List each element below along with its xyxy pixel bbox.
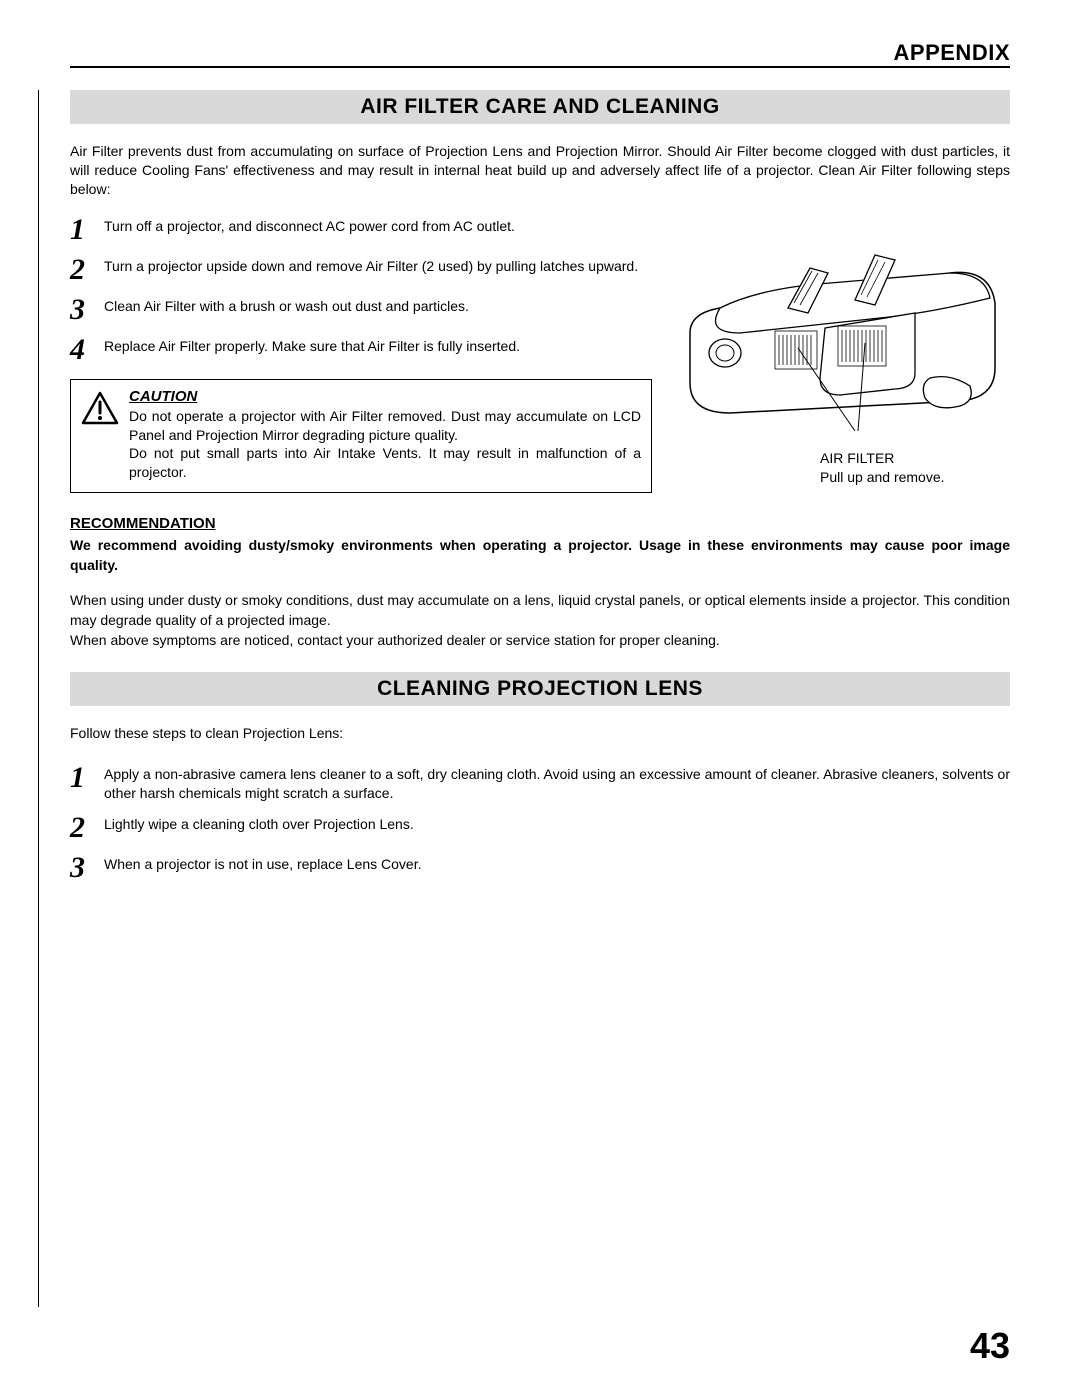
recommendation-title: RECOMMENDATION bbox=[70, 515, 1010, 532]
step-number: 4 bbox=[70, 333, 104, 365]
page-header: APPENDIX bbox=[70, 40, 1010, 66]
step-text: Apply a non-abrasive camera lens cleaner… bbox=[104, 761, 1010, 803]
step-text: Clean Air Filter with a brush or wash ou… bbox=[104, 293, 469, 316]
warning-icon bbox=[81, 391, 119, 425]
section1-steps: 1 Turn off a projector, and disconnect A… bbox=[70, 213, 652, 365]
step-number: 2 bbox=[70, 253, 104, 285]
section1-intro: Air Filter prevents dust from accumulati… bbox=[70, 142, 1010, 199]
step-number: 2 bbox=[70, 811, 104, 843]
list-item: 3 When a projector is not in use, replac… bbox=[70, 851, 1010, 883]
list-item: 1 Apply a non-abrasive camera lens clean… bbox=[70, 761, 1010, 803]
caution-box: CAUTION Do not operate a projector with … bbox=[70, 379, 652, 494]
step-number: 1 bbox=[70, 761, 104, 793]
section2-steps: 1 Apply a non-abrasive camera lens clean… bbox=[70, 761, 1010, 883]
header-rule bbox=[70, 66, 1010, 68]
figure-instruction: Pull up and remove. bbox=[820, 469, 945, 485]
step-text: Turn off a projector, and disconnect AC … bbox=[104, 213, 515, 236]
list-item: 1 Turn off a projector, and disconnect A… bbox=[70, 213, 652, 245]
step-number: 3 bbox=[70, 851, 104, 883]
list-item: 2 Turn a projector upside down and remov… bbox=[70, 253, 652, 285]
section-lens-title: CLEANING PROJECTION LENS bbox=[70, 672, 1010, 706]
section-air-filter-title: AIR FILTER CARE AND CLEANING bbox=[70, 90, 1010, 124]
step-text: Replace Air Filter properly. Make sure t… bbox=[104, 333, 520, 356]
list-item: 4 Replace Air Filter properly. Make sure… bbox=[70, 333, 652, 365]
projector-diagram bbox=[670, 213, 1010, 443]
caution-text-1: Do not operate a projector with Air Filt… bbox=[129, 407, 641, 445]
section2-intro: Follow these steps to clean Projection L… bbox=[70, 724, 1010, 743]
recommendation-p1: When using under dusty or smoky conditio… bbox=[70, 591, 1010, 630]
figure-label: AIR FILTER bbox=[820, 450, 894, 466]
step-text: When a projector is not in use, replace … bbox=[104, 851, 422, 874]
page-number: 43 bbox=[970, 1325, 1010, 1367]
step-number: 3 bbox=[70, 293, 104, 325]
list-item: 2 Lightly wipe a cleaning cloth over Pro… bbox=[70, 811, 1010, 843]
caution-title: CAUTION bbox=[129, 388, 641, 405]
page-side-rule bbox=[38, 90, 39, 1307]
step-text: Lightly wipe a cleaning cloth over Proje… bbox=[104, 811, 414, 834]
caution-text-2: Do not put small parts into Air Intake V… bbox=[129, 444, 641, 482]
step-text: Turn a projector upside down and remove … bbox=[104, 253, 638, 276]
recommendation-bold: We recommend avoiding dusty/smoky enviro… bbox=[70, 536, 1010, 575]
list-item: 3 Clean Air Filter with a brush or wash … bbox=[70, 293, 652, 325]
step-number: 1 bbox=[70, 213, 104, 245]
recommendation-p2: When above symptoms are noticed, contact… bbox=[70, 631, 1010, 651]
